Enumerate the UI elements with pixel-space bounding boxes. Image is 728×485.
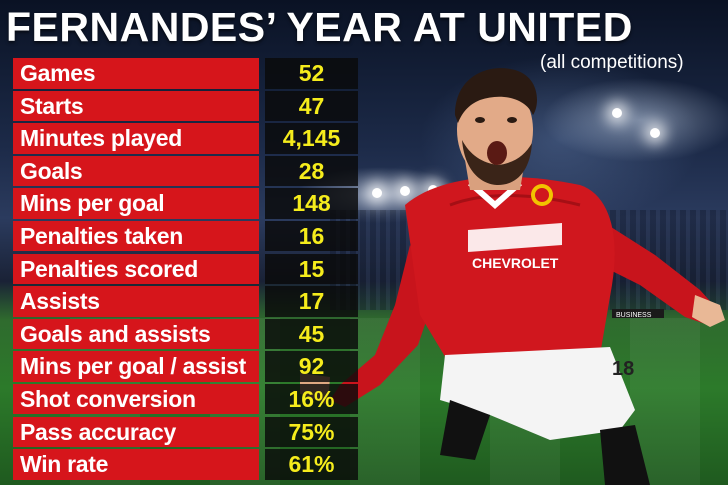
stat-row: Goals 28 [13, 155, 358, 188]
stat-label: Mins per goal / assist [13, 351, 259, 382]
stat-label: Minutes played [13, 123, 259, 154]
floodlight [650, 128, 660, 138]
stat-label: Penalties scored [13, 253, 259, 285]
page-subtitle: (all competitions) [540, 52, 684, 73]
stat-row: Starts 47 [13, 90, 358, 123]
board-text: BUSINESS [616, 312, 652, 319]
stat-row: Mins per goal / assist 92 [13, 350, 358, 383]
stat-row: Shot conversion 16% [13, 383, 358, 416]
stat-value: 75% [265, 416, 358, 448]
stat-label: Pass accuracy [13, 416, 259, 448]
stat-value: 4,145 [265, 123, 358, 154]
page-title: FERNANDES’ YEAR AT UNITED [6, 4, 633, 50]
floodlight [400, 186, 410, 196]
stat-label: Penalties taken [13, 220, 259, 252]
floodlight [372, 188, 382, 198]
stat-label: Win rate [13, 449, 259, 480]
stat-label: Starts [13, 90, 259, 122]
stat-value: 28 [265, 155, 358, 187]
stat-label: Games [13, 58, 259, 89]
player-photo: CHEVROLET 18 BUSINESS [300, 68, 725, 485]
stat-row: Assists 17 [13, 285, 358, 318]
stat-label: Mins per goal [13, 188, 259, 219]
floodlight [612, 108, 622, 118]
stat-value: 47 [265, 90, 358, 122]
stat-label: Shot conversion [13, 383, 259, 415]
stat-value: 16 [265, 220, 358, 252]
stat-value: 52 [265, 58, 358, 89]
shorts-number: 18 [612, 358, 634, 380]
stat-value: 15 [265, 253, 358, 285]
stat-value: 45 [265, 318, 358, 350]
stat-label: Assists [13, 286, 259, 317]
stat-value: 61% [265, 449, 358, 480]
stat-value: 148 [265, 188, 358, 219]
stat-row: Penalties scored 15 [13, 253, 358, 286]
stat-value: 92 [265, 351, 358, 382]
stat-value: 16% [265, 383, 358, 415]
stat-row: Minutes played 4,145 [13, 122, 358, 155]
stat-row: Goals and assists 45 [13, 318, 358, 351]
stats-table: Games 52 Starts 47 Minutes played 4,145 … [13, 57, 358, 481]
sponsor-text: CHEVROLET [472, 255, 559, 271]
stat-label: Goals [13, 155, 259, 187]
stat-row: Win rate 61% [13, 448, 358, 481]
stat-value: 17 [265, 286, 358, 317]
stat-row: Mins per goal 148 [13, 187, 358, 220]
stat-label: Goals and assists [13, 318, 259, 350]
stat-row: Games 52 [13, 57, 358, 90]
stat-row: Pass accuracy 75% [13, 416, 358, 449]
stat-row: Penalties taken 16 [13, 220, 358, 253]
